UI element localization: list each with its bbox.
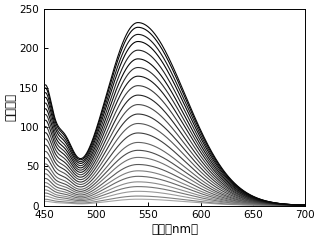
Y-axis label: 荧光强度: 荧光强度: [5, 93, 18, 121]
X-axis label: 波长（nm）: 波长（nm）: [151, 223, 198, 236]
